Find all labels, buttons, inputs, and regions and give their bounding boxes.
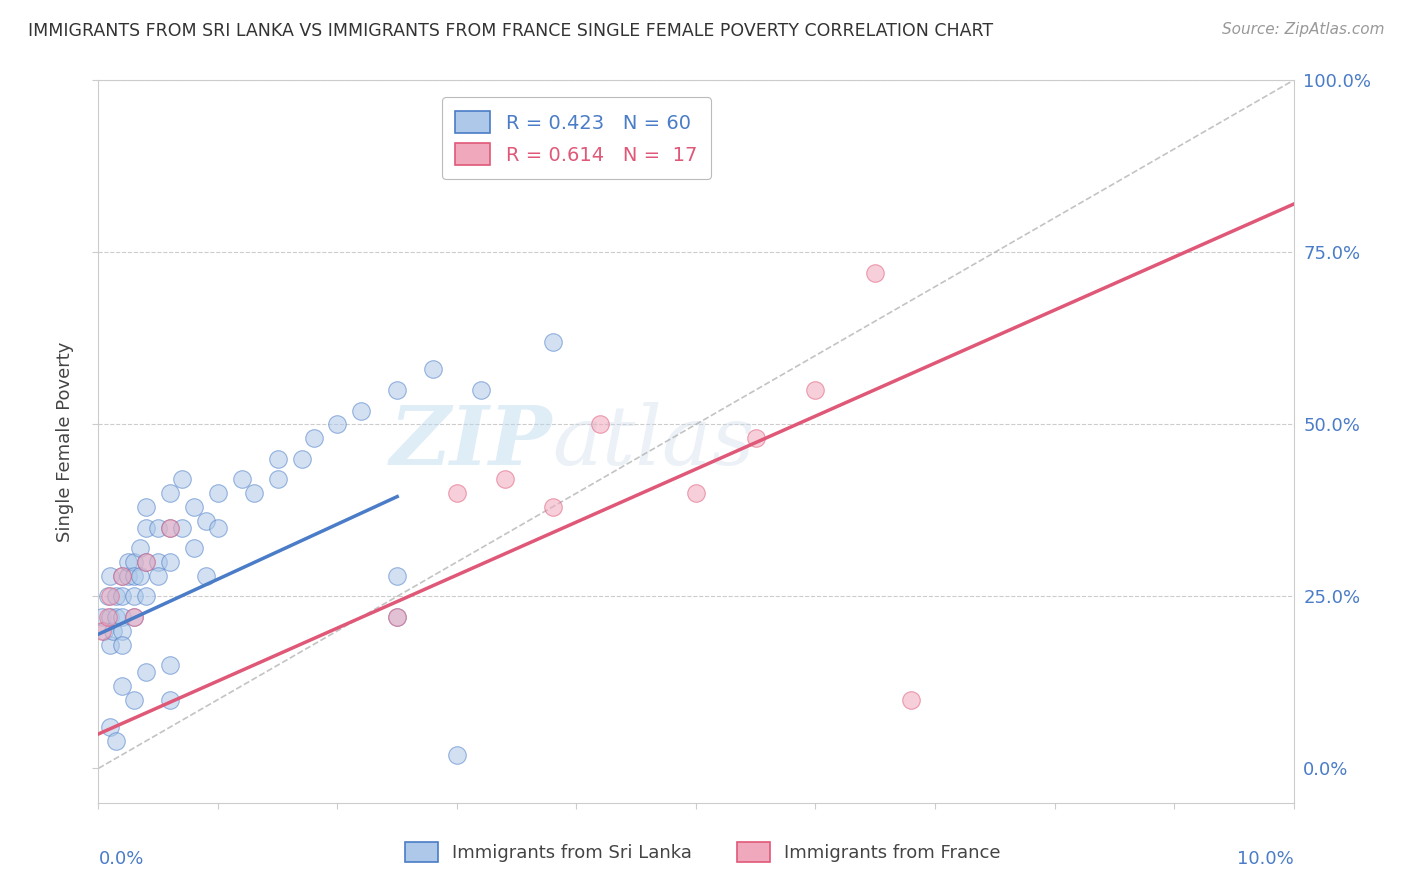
Point — [207, 486, 229, 500]
Point — [494, 472, 516, 486]
Point — [129, 568, 152, 582]
Text: 0.0%: 0.0% — [98, 850, 143, 868]
Point — [98, 610, 122, 624]
Point — [124, 610, 146, 624]
Point — [98, 638, 122, 652]
Point — [98, 590, 122, 604]
Point — [97, 590, 120, 604]
Point — [159, 520, 181, 534]
Point — [124, 610, 146, 624]
Point — [91, 624, 114, 638]
Point — [135, 500, 157, 514]
Point — [124, 555, 146, 569]
Point — [291, 451, 314, 466]
Point — [385, 383, 409, 397]
Point — [98, 720, 122, 734]
Point — [243, 486, 266, 500]
Point — [159, 658, 181, 673]
Text: IMMIGRANTS FROM SRI LANKA VS IMMIGRANTS FROM FRANCE SINGLE FEMALE POVERTY CORREL: IMMIGRANTS FROM SRI LANKA VS IMMIGRANTS … — [28, 22, 993, 40]
Point — [124, 692, 146, 706]
Point — [98, 568, 122, 582]
Point — [804, 383, 827, 397]
Point — [159, 520, 181, 534]
Point — [302, 431, 325, 445]
Point — [541, 500, 564, 514]
Legend: R = 0.423   N = 60, R = 0.614   N =  17: R = 0.423 N = 60, R = 0.614 N = 17 — [441, 97, 711, 179]
Text: Source: ZipAtlas.com: Source: ZipAtlas.com — [1222, 22, 1385, 37]
Point — [124, 568, 146, 582]
Point — [111, 610, 134, 624]
Point — [148, 555, 170, 569]
Point — [111, 568, 134, 582]
Point — [195, 568, 218, 582]
Point — [422, 362, 444, 376]
Point — [385, 568, 409, 582]
Point — [159, 555, 181, 569]
Point — [159, 486, 181, 500]
Point — [93, 624, 115, 638]
Point — [135, 590, 157, 604]
Point — [148, 520, 170, 534]
Point — [117, 555, 139, 569]
Point — [111, 568, 134, 582]
Point — [111, 638, 134, 652]
Point — [385, 610, 409, 624]
Point — [231, 472, 253, 486]
Point — [172, 472, 194, 486]
Point — [111, 590, 134, 604]
Point — [385, 610, 409, 624]
Point — [267, 451, 290, 466]
Point — [541, 334, 564, 349]
Point — [135, 665, 157, 679]
Point — [129, 541, 152, 556]
Point — [111, 624, 134, 638]
Point — [900, 692, 922, 706]
Point — [685, 486, 707, 500]
Point — [105, 590, 128, 604]
Point — [135, 520, 157, 534]
Text: 10.0%: 10.0% — [1237, 850, 1294, 868]
Text: atlas: atlas — [553, 401, 755, 482]
Point — [135, 555, 157, 569]
Point — [159, 692, 181, 706]
Point — [183, 500, 205, 514]
Point — [326, 417, 349, 432]
Point — [589, 417, 612, 432]
Point — [470, 383, 492, 397]
Point — [446, 486, 468, 500]
Point — [148, 568, 170, 582]
Point — [91, 610, 114, 624]
Point — [745, 431, 768, 445]
Point — [105, 610, 128, 624]
Point — [97, 610, 120, 624]
Point — [117, 568, 139, 582]
Point — [865, 266, 887, 280]
Y-axis label: Single Female Poverty: Single Female Poverty — [56, 342, 75, 541]
Point — [195, 514, 218, 528]
Point — [207, 520, 229, 534]
Point — [350, 403, 373, 417]
Point — [183, 541, 205, 556]
Point — [124, 590, 146, 604]
Point — [105, 734, 128, 748]
Point — [267, 472, 290, 486]
Point — [101, 624, 124, 638]
Point — [172, 520, 194, 534]
Legend: Immigrants from Sri Lanka, Immigrants from France: Immigrants from Sri Lanka, Immigrants fr… — [398, 834, 1008, 870]
Text: ZIP: ZIP — [389, 401, 553, 482]
Point — [446, 747, 468, 762]
Point — [111, 679, 134, 693]
Point — [135, 555, 157, 569]
